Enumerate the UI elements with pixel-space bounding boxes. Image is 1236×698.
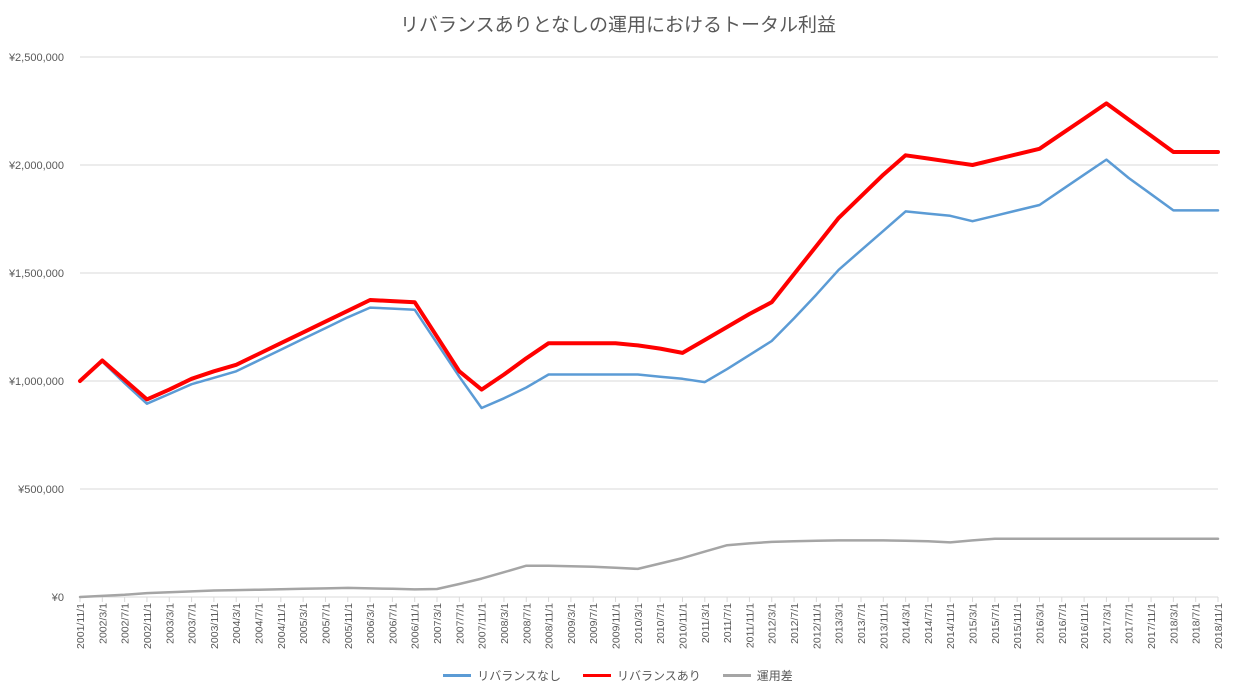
x-tick-label: 2002/7/1 <box>120 603 132 644</box>
y-tick-label: ¥2,000,000 <box>8 160 64 172</box>
x-tick-label: 2012/3/1 <box>767 603 779 644</box>
x-tick-label: 2013/7/1 <box>856 603 868 644</box>
x-tick-label: 2007/3/1 <box>432 603 444 644</box>
x-tick-label: 2009/7/1 <box>588 603 600 644</box>
series-line-0 <box>78 158 1220 410</box>
x-tick-label: 2015/3/1 <box>968 603 980 644</box>
legend-item: リバランスなし <box>443 667 561 684</box>
x-tick-label: 2012/7/1 <box>789 603 801 644</box>
y-tick-label: ¥1,000,000 <box>8 376 64 388</box>
x-tick-label: 2017/11/1 <box>1146 603 1158 649</box>
legend-swatch <box>582 674 611 677</box>
x-tick-label: 2018/7/1 <box>1191 603 1203 644</box>
x-tick-label: 2013/3/1 <box>834 603 846 644</box>
series-line-1 <box>78 101 1220 402</box>
x-tick-label: 2005/11/1 <box>343 603 355 649</box>
x-tick-label: 2006/7/1 <box>387 603 399 644</box>
x-tick-label: 2006/3/1 <box>365 603 377 644</box>
x-tick-label: 2014/7/1 <box>923 603 935 644</box>
x-tick-label: 2001/11/1 <box>75 603 87 649</box>
x-tick-label: 2003/7/1 <box>187 603 199 644</box>
legend-label: 運用差 <box>756 669 793 683</box>
x-tick-label: 2010/11/1 <box>677 603 689 649</box>
x-tick-label: 2008/11/1 <box>544 603 556 649</box>
x-tick-label: 2009/3/1 <box>566 603 578 644</box>
x-tick-label: 2008/3/1 <box>499 603 511 644</box>
x-tick-label: 2002/3/1 <box>97 603 109 644</box>
x-tick-label: 2008/7/1 <box>521 603 533 644</box>
x-tick-label: 2005/7/1 <box>320 603 332 644</box>
legend-item: リバランスあり <box>582 667 701 684</box>
x-tick-label: 2011/7/1 <box>722 603 734 643</box>
x-tick-label: 2011/11/1 <box>744 603 756 648</box>
legend-item: 運用差 <box>722 667 793 684</box>
x-tick-label: 2010/3/1 <box>633 603 645 644</box>
y-tick-label: ¥1,500,000 <box>8 268 64 280</box>
legend-swatch <box>722 674 751 677</box>
y-tick-label: ¥2,500,000 <box>8 52 64 64</box>
y-tick-label: ¥0 <box>51 592 64 604</box>
x-tick-label: 2016/7/1 <box>1057 603 1069 644</box>
x-tick-label: 2007/11/1 <box>477 603 489 649</box>
y-tick-label: ¥500,000 <box>17 484 64 496</box>
chart-title: リバランスありとなしの運用におけるトータル利益 <box>399 14 837 36</box>
x-tick-label: 2017/7/1 <box>1124 603 1136 644</box>
x-tick-label: 2018/3/1 <box>1168 603 1180 644</box>
x-tick-label: 2018/11/1 <box>1213 603 1225 649</box>
x-tick-label: 2010/7/1 <box>655 603 667 644</box>
x-tick-label: 2014/3/1 <box>901 603 913 644</box>
series-line-2 <box>78 537 1220 599</box>
x-tick-label: 2013/11/1 <box>878 603 890 649</box>
x-tick-label: 2012/11/1 <box>811 603 823 649</box>
x-tick-label: 2009/11/1 <box>611 603 623 649</box>
x-tick-label: 2016/11/1 <box>1079 603 1091 649</box>
x-tick-label: 2004/3/1 <box>231 603 243 644</box>
legend-label: リバランスあり <box>616 669 701 683</box>
x-tick-label: 2003/3/1 <box>164 603 176 644</box>
x-tick-label: 2011/3/1 <box>700 603 712 643</box>
x-tick-label: 2015/11/1 <box>1012 603 1024 649</box>
x-tick-label: 2004/11/1 <box>276 603 288 649</box>
x-tick-label: 2006/11/1 <box>410 603 422 649</box>
x-tick-label: 2004/7/1 <box>254 603 266 644</box>
x-tick-label: 2007/7/1 <box>454 603 466 644</box>
x-tick-label: 2014/11/1 <box>945 603 957 649</box>
x-tick-label: 2005/3/1 <box>298 603 310 644</box>
x-tick-label: 2015/7/1 <box>990 603 1002 644</box>
legend: リバランスなし リバランスあり 運用差 <box>0 667 1236 684</box>
x-tick-label: 2017/3/1 <box>1101 603 1113 644</box>
legend-swatch <box>443 674 472 677</box>
x-tick-label: 2016/3/1 <box>1034 603 1046 644</box>
x-tick-label: 2002/11/1 <box>142 603 154 649</box>
x-tick-label: 2003/11/1 <box>209 603 221 649</box>
legend-label: リバランスなし <box>477 669 561 683</box>
